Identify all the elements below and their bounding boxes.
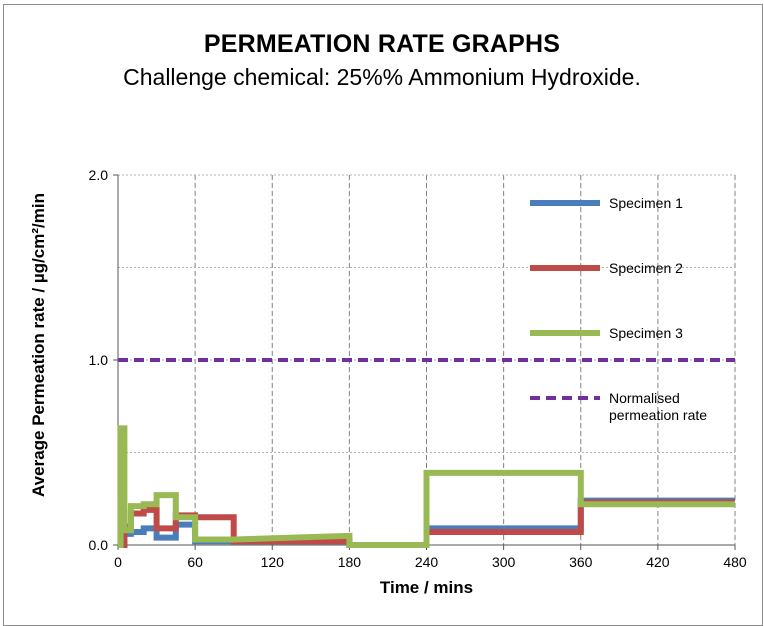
legend-label: Specimen 1: [609, 195, 683, 211]
legend-label: Normalised: [609, 390, 680, 406]
x-tick-label: 0: [114, 554, 122, 570]
legend-label: Specimen 2: [609, 260, 683, 276]
legend-label: Specimen 3: [609, 325, 683, 341]
x-tick-label: 60: [187, 554, 203, 570]
tick-labels: 0 60 120 180 240 300 360 420 480 0.0 1.0 2.0: [89, 167, 747, 570]
x-tick-label: 240: [415, 554, 439, 570]
x-tick-label: 300: [492, 554, 516, 570]
legend-label: permeation rate: [609, 407, 707, 423]
x-tick-label: 480: [723, 554, 747, 570]
x-tick-label: 180: [338, 554, 362, 570]
x-tick-label: 360: [569, 554, 593, 570]
x-tick-label: 420: [646, 554, 670, 570]
y-tick-label: 1.0: [89, 352, 109, 368]
legend: Specimen 1 Specimen 2 Specimen 3 Normalised…: [530, 195, 707, 423]
series-line-3: [117, 425, 735, 548]
y-tick-label: 0.0: [89, 537, 109, 553]
chart-subtitle: Challenge chemical: 25%% Ammonium Hydrox…: [123, 64, 641, 90]
chart-title: PERMEATION RATE GRAPHS: [203, 30, 561, 58]
x-axis-title: Time / mins: [380, 578, 473, 597]
x-tick-label: 120: [261, 554, 285, 570]
y-axis-title: Average Permeation rate / µg/cm²/min: [29, 193, 48, 497]
y-tick-label: 2.0: [89, 167, 109, 183]
data-series: [117, 358, 735, 548]
permeation-chart: Specimen 1 Specimen 2 Specimen 3 Normalised…: [29, 167, 747, 597]
